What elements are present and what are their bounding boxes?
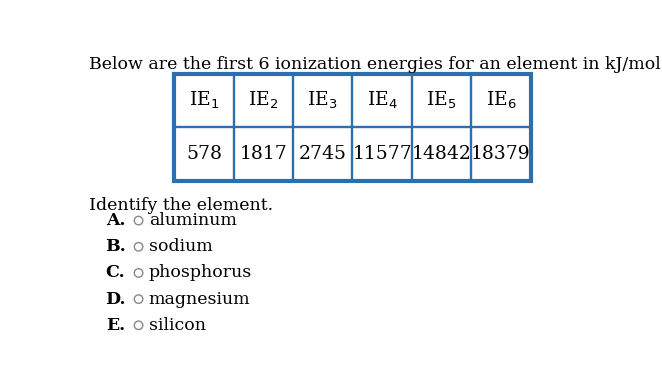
Text: aluminum: aluminum: [149, 212, 236, 229]
Text: E.: E.: [106, 317, 125, 334]
Text: 2745: 2745: [299, 146, 347, 163]
Text: 1817: 1817: [240, 146, 287, 163]
Text: sodium: sodium: [149, 238, 213, 255]
Text: magnesium: magnesium: [149, 291, 250, 308]
Text: Identify the element.: Identify the element.: [89, 197, 273, 214]
Text: D.: D.: [105, 291, 125, 308]
Text: silicon: silicon: [149, 317, 206, 334]
Text: 578: 578: [186, 146, 222, 163]
Text: C.: C.: [106, 265, 125, 281]
Text: B.: B.: [105, 238, 125, 255]
Text: 14842: 14842: [412, 146, 471, 163]
Text: IE$_{5}$: IE$_{5}$: [426, 90, 457, 111]
Text: IE$_{4}$: IE$_{4}$: [367, 90, 398, 111]
Text: IE$_{2}$: IE$_{2}$: [248, 90, 279, 111]
Text: phosphorus: phosphorus: [149, 265, 252, 281]
Text: IE$_{3}$: IE$_{3}$: [307, 90, 338, 111]
Text: IE$_{6}$: IE$_{6}$: [486, 90, 516, 111]
Text: Below are the first 6 ionization energies for an element in kJ/mol.: Below are the first 6 ionization energie…: [89, 56, 662, 73]
Text: IE$_{1}$: IE$_{1}$: [189, 90, 219, 111]
Text: 18379: 18379: [471, 146, 531, 163]
Text: A.: A.: [106, 212, 125, 229]
Text: 11577: 11577: [352, 146, 412, 163]
